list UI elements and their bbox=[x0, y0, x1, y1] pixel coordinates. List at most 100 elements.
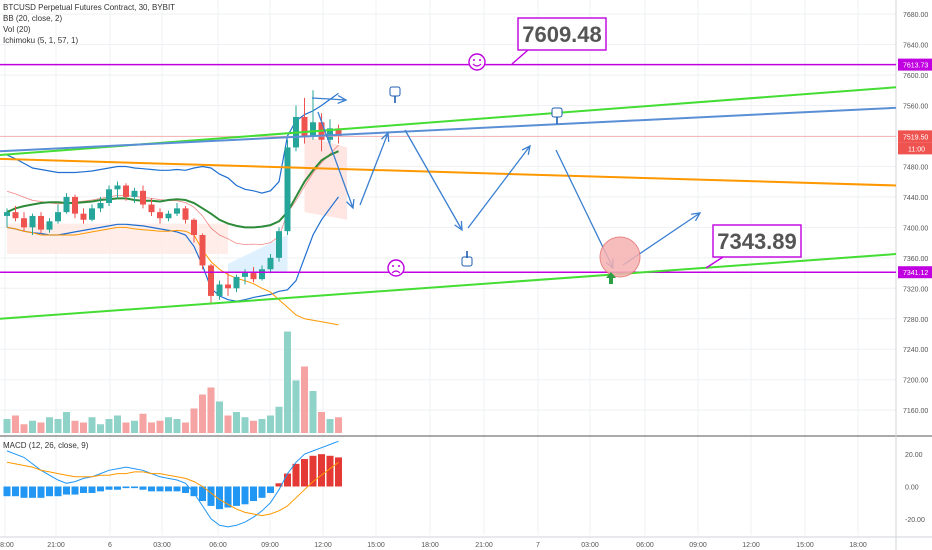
legend-symbol[interactable]: BTCUSD Perpetual Futures Contract, 30, B… bbox=[3, 3, 176, 12]
candle-body bbox=[242, 273, 248, 277]
macd-hist-bar bbox=[284, 473, 291, 487]
macd-hist-bar bbox=[20, 486, 28, 498]
volume-bar bbox=[122, 422, 130, 433]
face-mouth bbox=[472, 63, 482, 67]
volume-bar bbox=[233, 412, 240, 433]
candle bbox=[55, 204, 61, 224]
up-arrow-icon bbox=[606, 272, 616, 284]
time-tick-label: 03:00 bbox=[153, 542, 171, 549]
callout-text[interactable]: 7609.48 bbox=[522, 22, 602, 47]
macd-hist-bar bbox=[301, 459, 308, 487]
candle bbox=[140, 185, 146, 209]
price-tag-bg bbox=[898, 58, 932, 71]
grid-lines bbox=[0, 0, 896, 535]
price-tag-text: 7341.12 bbox=[903, 270, 928, 277]
candle bbox=[89, 204, 95, 222]
time-tick-label: 15:00 bbox=[796, 542, 814, 549]
volume-bar bbox=[88, 417, 96, 433]
candle bbox=[208, 263, 214, 304]
macd-hist-bar bbox=[165, 486, 172, 492]
chart-legend: BTCUSD Perpetual Futures Contract, 30, B… bbox=[3, 2, 175, 46]
candle bbox=[284, 139, 291, 235]
macd-hist-bar bbox=[88, 486, 96, 493]
green-channel-lower bbox=[0, 253, 897, 320]
time-tick-label: 6 bbox=[108, 542, 112, 549]
legend-ichimoku[interactable]: Ichimoku (5, 1, 57, 1) bbox=[3, 36, 79, 45]
volume-bar bbox=[46, 417, 53, 433]
time-axis: 18:00 21:00 6 03:00 06:00 09:00 12:00 15:00 18:0… bbox=[0, 542, 867, 549]
kumo-bear-2 bbox=[304, 135, 347, 220]
volume-bar bbox=[267, 415, 274, 433]
macd-legend[interactable]: MACD (12, 26, close, 9) bbox=[3, 441, 89, 450]
price-tag-bg bbox=[898, 266, 932, 279]
candle bbox=[199, 233, 206, 270]
candle bbox=[267, 254, 274, 274]
candle-body bbox=[327, 128, 333, 140]
volume-bar bbox=[224, 415, 232, 433]
volume-bar bbox=[156, 420, 164, 433]
arrow-head bbox=[346, 198, 355, 210]
legend-bb[interactable]: BB (20, close, 2) bbox=[3, 14, 63, 23]
candle bbox=[233, 274, 240, 293]
macd-hist-bar bbox=[139, 486, 147, 490]
volume-bar bbox=[301, 366, 308, 433]
time-tick-label: 7 bbox=[536, 542, 540, 549]
hand-palm bbox=[551, 107, 563, 118]
candle-body bbox=[12, 212, 19, 219]
candle bbox=[225, 273, 231, 296]
candle-body bbox=[335, 128, 342, 137]
time-tick-label: 09:00 bbox=[261, 542, 279, 549]
arrow-shaft bbox=[317, 111, 354, 209]
candle bbox=[216, 280, 223, 300]
time-tick-label: 18:00 bbox=[849, 542, 867, 549]
candle bbox=[327, 119, 333, 144]
volume-bar bbox=[37, 422, 45, 433]
volume-bar bbox=[335, 417, 342, 433]
legend-vol[interactable]: Vol (20) bbox=[3, 25, 31, 34]
arrow-2 bbox=[359, 131, 390, 206]
macd-hist-bar bbox=[12, 486, 19, 497]
countdown-bg bbox=[898, 142, 932, 155]
candle-body bbox=[225, 284, 231, 289]
volume-bar bbox=[241, 417, 249, 433]
volume-bar bbox=[80, 422, 87, 433]
volume-bar bbox=[207, 387, 215, 433]
time-tick-label: 18:00 bbox=[0, 542, 14, 549]
face-eye bbox=[479, 59, 481, 61]
volume-bar bbox=[105, 419, 113, 433]
candle-body bbox=[310, 122, 316, 136]
candle-body bbox=[301, 116, 308, 136]
time-tick-label: 21:00 bbox=[47, 542, 65, 549]
candle-body bbox=[29, 215, 36, 228]
macd-hist-bar bbox=[114, 486, 121, 490]
price-tick-label: 7320.00 bbox=[903, 286, 928, 293]
time-tick-label: 09:00 bbox=[689, 542, 707, 549]
candle-body bbox=[182, 208, 189, 220]
price-tag-bg bbox=[898, 130, 932, 143]
callout-text[interactable]: 7343.89 bbox=[717, 229, 797, 254]
candle-body bbox=[157, 212, 163, 219]
price-tick-label: 7440.00 bbox=[903, 195, 928, 202]
macd-hist-bar bbox=[156, 486, 164, 492]
macd-hist-bar bbox=[122, 486, 130, 489]
time-tick-label: 15:00 bbox=[367, 542, 385, 549]
volume-bar bbox=[309, 391, 317, 433]
arrow-head bbox=[380, 131, 390, 143]
macd-hist-bar bbox=[105, 486, 113, 490]
candles bbox=[4, 90, 342, 304]
price-tick-label: 7360.00 bbox=[903, 256, 928, 263]
macd-hist-bar bbox=[233, 486, 240, 506]
macd-tick-label: 0.00 bbox=[905, 485, 919, 492]
candle bbox=[174, 203, 180, 216]
candle bbox=[182, 206, 189, 224]
candle-body bbox=[80, 213, 87, 220]
macd-hist-bar bbox=[258, 486, 266, 498]
bb-upper bbox=[6, 92, 339, 194]
volume-bar bbox=[148, 422, 155, 433]
volume-bar bbox=[12, 415, 19, 433]
macd-hist-bar bbox=[29, 486, 36, 498]
macd-hist-bar bbox=[241, 486, 249, 505]
smiley-sad-icon bbox=[387, 259, 405, 277]
candle bbox=[157, 208, 163, 224]
